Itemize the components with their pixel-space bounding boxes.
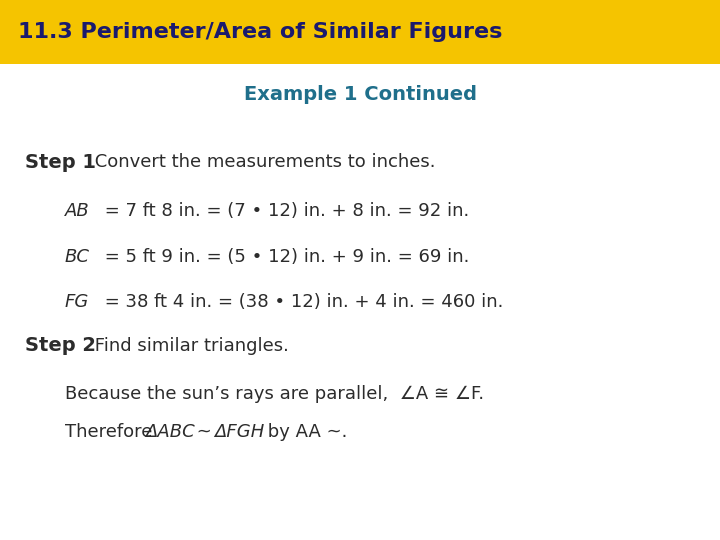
- Text: Step 1: Step 1: [25, 152, 96, 172]
- Text: 11.3 Perimeter/Area of Similar Figures: 11.3 Perimeter/Area of Similar Figures: [18, 22, 503, 42]
- Text: Convert the measurements to inches.: Convert the measurements to inches.: [89, 153, 435, 171]
- Text: Because the sun’s rays are parallel,  ∠A ≅ ∠F.: Because the sun’s rays are parallel, ∠A …: [65, 385, 484, 403]
- Text: ΔFGH: ΔFGH: [215, 423, 265, 441]
- Text: = 38 ft 4 in. = (38 • 12) in. + 4 in. = 460 in.: = 38 ft 4 in. = (38 • 12) in. + 4 in. = …: [99, 293, 503, 312]
- Text: AB: AB: [65, 201, 89, 220]
- Text: ΔABC: ΔABC: [145, 423, 195, 441]
- Text: Example 1 Continued: Example 1 Continued: [243, 85, 477, 104]
- Text: = 7 ft 8 in. = (7 • 12) in. + 8 in. = 92 in.: = 7 ft 8 in. = (7 • 12) in. + 8 in. = 92…: [99, 201, 469, 220]
- Bar: [0, 0, 720, 64]
- Text: Step 2: Step 2: [25, 336, 96, 355]
- Text: Find similar triangles.: Find similar triangles.: [89, 336, 289, 355]
- Text: by AA ~.: by AA ~.: [262, 423, 348, 441]
- Text: = 5 ft 9 in. = (5 • 12) in. + 9 in. = 69 in.: = 5 ft 9 in. = (5 • 12) in. + 9 in. = 69…: [99, 247, 469, 266]
- Text: FG: FG: [65, 293, 89, 312]
- Text: ~: ~: [191, 423, 217, 441]
- Text: BC: BC: [65, 247, 90, 266]
- Text: Therefore: Therefore: [65, 423, 158, 441]
